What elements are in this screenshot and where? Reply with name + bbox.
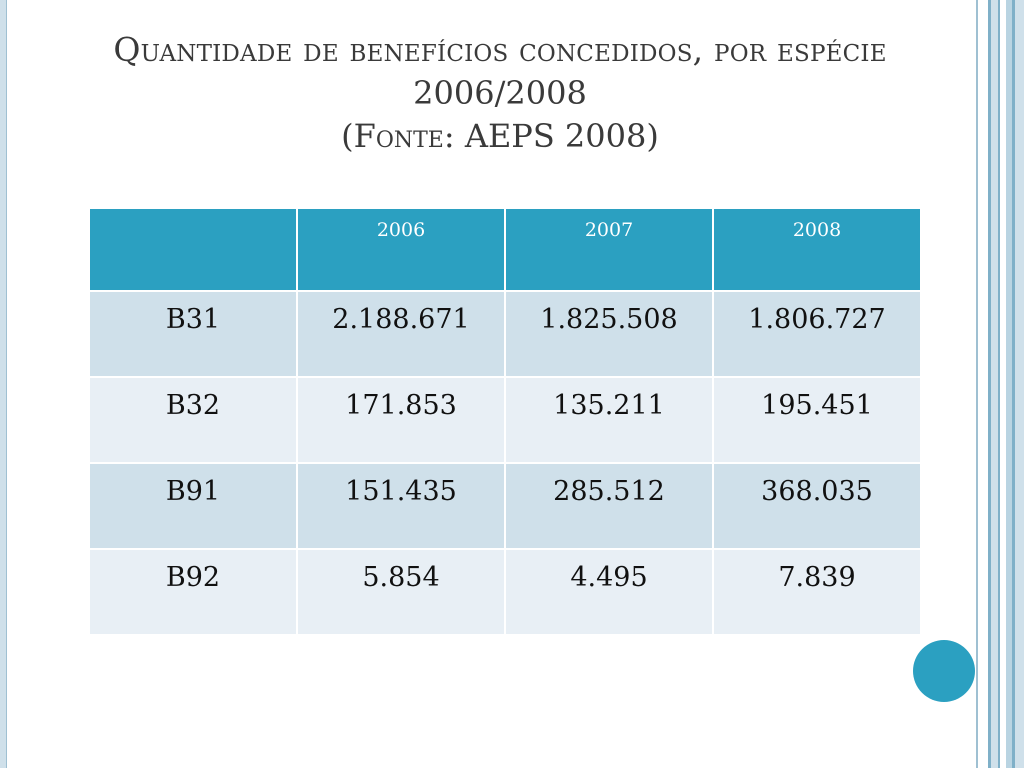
row-label: B91 xyxy=(88,462,298,550)
header-cell-empty xyxy=(88,207,298,292)
accent-circle-decoration xyxy=(913,640,975,702)
table-cell: 1.825.508 xyxy=(504,290,714,378)
table-cell: 151.435 xyxy=(296,462,506,550)
table-cell: 171.853 xyxy=(296,376,506,464)
right-stripes-decoration xyxy=(976,0,1024,768)
table-cell: 2.188.671 xyxy=(296,290,506,378)
table-row: B31 2.188.671 1.825.508 1.806.727 xyxy=(88,290,922,378)
title-source-open: ( xyxy=(341,117,354,155)
table-row: B92 5.854 4.495 7.839 xyxy=(88,548,922,636)
row-label: B92 xyxy=(88,548,298,636)
header-cell-2008: 2008 xyxy=(712,207,922,292)
table-cell: 285.512 xyxy=(504,462,714,550)
title-line-2: 2006/2008 xyxy=(413,74,587,112)
table-cell: 5.854 xyxy=(296,548,506,636)
left-border-decoration xyxy=(0,0,7,768)
title-source-value: AEPS 2008) xyxy=(454,117,659,155)
table-cell: 4.495 xyxy=(504,548,714,636)
title-line-1: Quantidade de benefícios concedidos, por… xyxy=(113,30,887,69)
table-cell: 195.451 xyxy=(712,376,922,464)
title-line-3: (Fonte: AEPS 2008) xyxy=(10,114,990,158)
header-cell-2006: 2006 xyxy=(296,207,506,292)
slide-title: Quantidade de benefícios concedidos, por… xyxy=(10,28,990,158)
table-cell: 135.211 xyxy=(504,376,714,464)
table-row: B91 151.435 285.512 368.035 xyxy=(88,462,922,550)
table-header-row: 2006 2007 2008 xyxy=(88,207,922,292)
row-label: B31 xyxy=(88,290,298,378)
table-cell: 7.839 xyxy=(712,548,922,636)
table-row: B32 171.853 135.211 195.451 xyxy=(88,376,922,464)
header-cell-2007: 2007 xyxy=(504,207,714,292)
row-label: B32 xyxy=(88,376,298,464)
table-cell: 1.806.727 xyxy=(712,290,922,378)
table-cell: 368.035 xyxy=(712,462,922,550)
title-source-label: Fonte: xyxy=(353,117,455,155)
benefits-table: 2006 2007 2008 B31 2.188.671 1.825.508 1… xyxy=(88,207,922,636)
